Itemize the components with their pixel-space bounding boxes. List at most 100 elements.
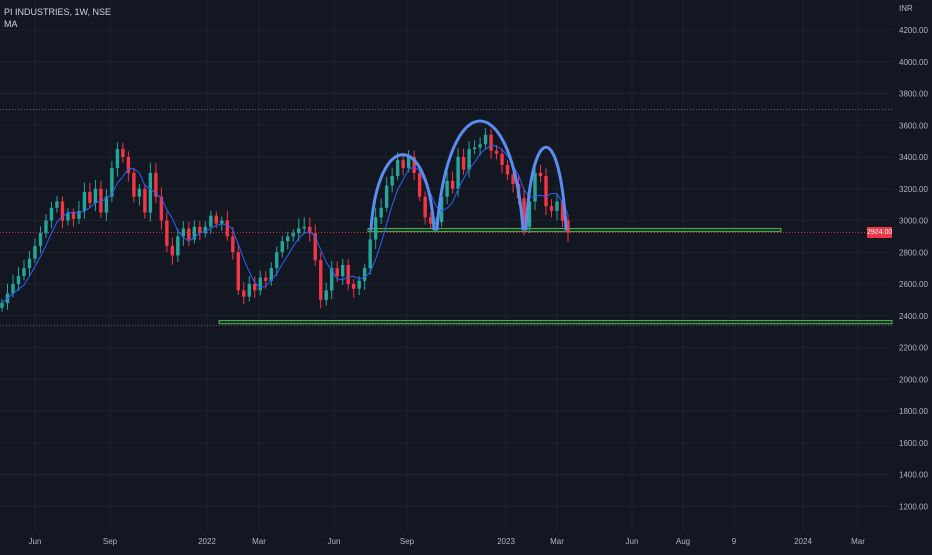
candle-body: [181, 228, 186, 237]
candle-body: [286, 236, 290, 242]
x-tick-label: Mar: [252, 537, 266, 546]
symbol-title: PI INDUSTRIES, 1W, NSE: [4, 7, 112, 17]
indicator-label: MA: [4, 19, 18, 29]
candle-body: [104, 196, 109, 213]
x-tick-label: Jun: [29, 537, 42, 546]
candle-body: [148, 172, 153, 213]
candle-body: [494, 150, 499, 154]
candle-body: [467, 149, 471, 170]
candle-body: [489, 134, 493, 151]
candle-body: [395, 160, 400, 177]
candle-body: [176, 236, 180, 256]
candle-body: [533, 172, 537, 202]
candle-body: [214, 215, 219, 224]
candle-body: [379, 207, 383, 218]
candle-body: [49, 207, 54, 221]
candle-body: [247, 284, 251, 297]
candle-body: [253, 284, 257, 291]
candle-body: [93, 188, 98, 204]
candle-body: [373, 217, 378, 240]
candle-body: [324, 290, 328, 300]
candle-body: [269, 268, 273, 281]
candle-body: [203, 226, 208, 234]
y-tick-label: 1400.00: [899, 471, 928, 480]
price-axis-currency: INR: [899, 4, 913, 13]
y-tick-label: 3400.00: [899, 153, 928, 162]
candle-body: [209, 215, 213, 227]
candle-body: [340, 264, 345, 277]
candle-body: [55, 201, 59, 208]
candle-body: [231, 236, 235, 253]
x-tick-label: Jun: [626, 537, 639, 546]
y-tick-label: 4200.00: [899, 26, 928, 35]
candle-body: [450, 180, 455, 189]
candle-body: [99, 188, 103, 213]
candle-body: [88, 191, 92, 204]
candle-body: [555, 201, 559, 211]
candle-body: [0, 303, 4, 308]
last-price-tag: 2924.00: [867, 227, 893, 238]
candle-body: [126, 157, 131, 173]
candle-body: [264, 277, 268, 281]
chart-legend: PI INDUSTRIES, 1W, NSE MA: [4, 6, 111, 30]
x-tick-label: Sep: [400, 537, 415, 546]
candle-body: [384, 185, 389, 208]
candle-body: [417, 172, 422, 197]
candle-body: [66, 212, 70, 221]
candle-body: [71, 212, 76, 219]
x-tick-label: 2022: [198, 537, 216, 546]
candle-body: [401, 160, 405, 169]
candle-body: [483, 134, 488, 145]
candle-body: [33, 245, 37, 259]
candle-body: [275, 252, 279, 269]
candle-body: [522, 198, 526, 227]
candle-body: [472, 147, 477, 150]
candle-body: [478, 144, 482, 148]
candle-body: [137, 188, 142, 197]
candle-body: [357, 280, 361, 289]
candle-body: [544, 176, 548, 207]
x-tick-label: 9: [732, 537, 737, 546]
candle-body: [220, 220, 224, 224]
y-tick-label: 1600.00: [899, 439, 928, 448]
y-tick-label: 2600.00: [899, 280, 928, 289]
candle-body: [38, 233, 43, 246]
candle-body: [170, 245, 175, 256]
x-tick-label: Mar: [851, 537, 865, 546]
y-tick-label: 2200.00: [899, 344, 928, 353]
pattern-arc: [369, 153, 436, 231]
y-tick-label: 3200.00: [899, 185, 928, 194]
candle-body: [549, 206, 554, 211]
candle-body: [198, 226, 202, 234]
candle-body: [313, 233, 317, 261]
x-tick-label: Sep: [103, 537, 118, 546]
candle-body: [187, 228, 191, 240]
candle-body: [291, 233, 295, 237]
x-tick-label: 2024: [794, 537, 812, 546]
candle-body: [82, 191, 87, 211]
candle-body: [406, 157, 411, 169]
pattern-arc: [524, 145, 568, 231]
candle-body: [77, 210, 81, 219]
candle-body: [110, 168, 114, 197]
candle-body: [236, 252, 240, 291]
candle-body: [538, 172, 543, 177]
y-tick-label: 2800.00: [899, 248, 928, 257]
candle-body: [16, 276, 21, 284]
y-tick-label: 3800.00: [899, 90, 928, 99]
candle-body: [527, 201, 532, 227]
y-tick-label: 1800.00: [899, 407, 928, 416]
candle-body: [192, 226, 197, 240]
candle-body: [115, 149, 120, 169]
candle-body: [154, 172, 158, 197]
candle-body: [297, 228, 301, 234]
candle-body: [319, 260, 323, 300]
candle-body: [390, 176, 394, 186]
candle-body: [242, 290, 246, 297]
candle-body: [368, 239, 372, 269]
candle-body: [456, 157, 460, 189]
moving-average-line: [1, 144, 569, 304]
candle-body: [27, 258, 32, 269]
